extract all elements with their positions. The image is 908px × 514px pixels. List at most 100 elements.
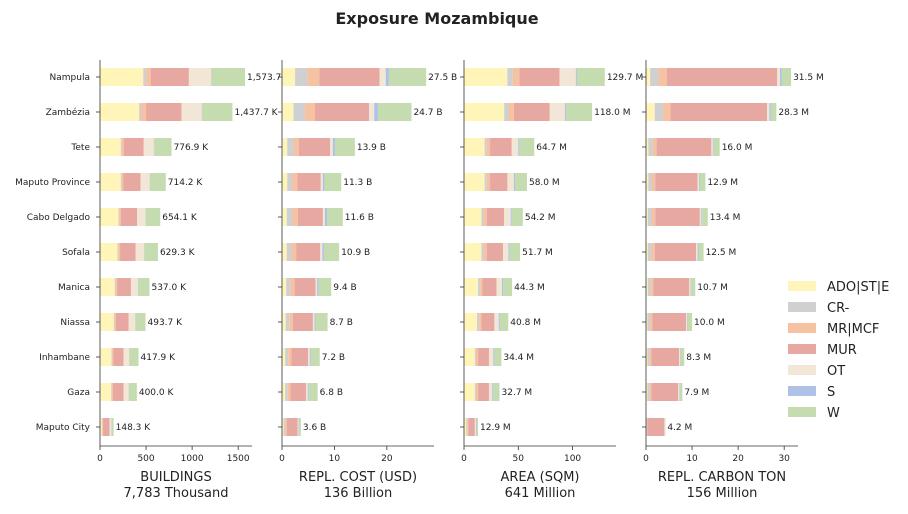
legend-swatch bbox=[788, 386, 816, 396]
bar-ado-st-e-nampula bbox=[464, 68, 507, 86]
bar-cr-maputo-province bbox=[121, 173, 122, 191]
value-label-cabo-delgado: 54.2 M bbox=[525, 213, 556, 223]
value-label-sofala: 12.5 M bbox=[706, 248, 737, 258]
value-label-zamb-zia: 28.3 M bbox=[778, 108, 809, 118]
bar-cr-maputo-province bbox=[485, 173, 487, 191]
bar-mur-gaza bbox=[290, 383, 306, 401]
bar-cr-gaza bbox=[647, 383, 649, 401]
bar-cr-niassa bbox=[114, 313, 115, 331]
legend-swatch bbox=[788, 344, 816, 354]
bar-mur-nampula bbox=[151, 68, 189, 86]
bar-cr-maputo-city bbox=[284, 418, 286, 436]
bar-ot-maputo-province bbox=[141, 173, 150, 191]
bar-mur-maputo-province bbox=[655, 173, 697, 191]
bar-ot-niassa bbox=[686, 313, 687, 331]
bar-ot-manica bbox=[497, 278, 502, 296]
bar-mr-mcf-manica bbox=[115, 278, 117, 296]
legend-item-cr: CR- bbox=[788, 301, 850, 316]
bar-w-tete bbox=[519, 138, 534, 156]
bar-ado-st-e-inhambane bbox=[464, 348, 475, 366]
bar-s-maputo-province bbox=[323, 173, 325, 191]
bar-w-sofala bbox=[324, 243, 339, 261]
bar-ado-st-e-niassa bbox=[282, 313, 286, 331]
bar-w-inhambane bbox=[311, 348, 320, 366]
bar-ot-sofala bbox=[320, 243, 322, 261]
bar-ot-niassa bbox=[313, 313, 315, 331]
bar-w-maputo-province bbox=[324, 173, 341, 191]
bar-cr-gaza bbox=[285, 383, 288, 401]
bar-cr-tete bbox=[287, 138, 293, 156]
bar-ot-sofala bbox=[696, 243, 697, 261]
bar-cr-maputo-province bbox=[648, 173, 652, 191]
x-axis-label: REPL. CARBON TON bbox=[658, 470, 786, 485]
bar-cr-maputo-city bbox=[466, 418, 467, 436]
bar-w-zamb-zia bbox=[378, 103, 412, 121]
value-label-nampula: 129.7 M bbox=[607, 73, 643, 83]
bar-mr-mcf-zamb-zia bbox=[509, 103, 514, 121]
value-label-gaza: 400.0 K bbox=[139, 388, 175, 398]
x-tick-label: 0 bbox=[279, 454, 285, 464]
bar-w-manica bbox=[138, 278, 149, 296]
category-label-tete: Tete bbox=[70, 143, 90, 153]
bar-mur-maputo-province bbox=[490, 173, 507, 191]
bar-mur-tete bbox=[124, 138, 144, 156]
bar-w-inhambane bbox=[494, 348, 501, 366]
bar-s-cabo-delgado bbox=[701, 208, 702, 226]
bar-ado-st-e-cabo-delgado bbox=[464, 208, 481, 226]
bar-mr-mcf-cabo-delgado bbox=[484, 208, 487, 226]
bar-ado-st-e-sofala bbox=[464, 243, 481, 261]
bar-w-nampula bbox=[389, 68, 426, 86]
bar-mr-mcf-zamb-zia bbox=[141, 103, 146, 121]
bar-s-manica bbox=[317, 278, 319, 296]
bar-ot-zamb-zia bbox=[369, 103, 374, 121]
bar-ot-gaza bbox=[306, 383, 308, 401]
value-label-maputo-province: 11.3 B bbox=[343, 178, 372, 188]
bar-mr-mcf-sofala bbox=[291, 243, 296, 261]
legend-item-ot: OT bbox=[788, 364, 845, 379]
bar-s-inhambane bbox=[310, 348, 311, 366]
bar-mur-tete bbox=[490, 138, 512, 156]
value-label-gaza: 32.7 M bbox=[502, 388, 533, 398]
value-label-gaza: 6.8 B bbox=[320, 388, 343, 398]
bar-mur-niassa bbox=[652, 313, 686, 331]
bar-w-niassa bbox=[316, 313, 328, 331]
value-label-cabo-delgado: 13.4 M bbox=[710, 213, 741, 223]
bar-ot-gaza bbox=[678, 383, 679, 401]
value-label-nampula: 31.5 M bbox=[793, 73, 824, 83]
bar-mur-tete bbox=[299, 138, 330, 156]
bar-mr-mcf-manica bbox=[480, 278, 482, 296]
bar-mur-sofala bbox=[296, 243, 320, 261]
bar-ot-niassa bbox=[129, 313, 135, 331]
value-label-niassa: 40.8 M bbox=[510, 318, 541, 328]
bar-cr-gaza bbox=[475, 383, 476, 401]
bar-w-inhambane bbox=[681, 348, 685, 366]
bar-mur-sofala bbox=[120, 243, 136, 261]
bar-cr-manica bbox=[115, 278, 116, 296]
bar-s-sofala bbox=[322, 243, 324, 261]
x-axis-label: REPL. COST (USD) bbox=[299, 470, 417, 485]
bar-ado-st-e-inhambane bbox=[100, 348, 112, 366]
bar-cr-manica bbox=[286, 278, 290, 296]
x-tick-label: 0 bbox=[643, 454, 649, 464]
bar-s-cabo-delgado bbox=[325, 208, 327, 226]
value-label-niassa: 10.0 M bbox=[694, 318, 725, 328]
bar-mr-mcf-niassa bbox=[650, 313, 652, 331]
bar-mur-zamb-zia bbox=[514, 103, 550, 121]
bar-cr-sofala bbox=[481, 243, 483, 261]
bar-mur-maputo-province bbox=[297, 173, 321, 191]
bar-mur-tete bbox=[657, 138, 712, 156]
bar-s-gaza bbox=[308, 383, 309, 401]
value-label-maputo-city: 148.3 K bbox=[116, 423, 152, 433]
bar-mur-maputo-province bbox=[123, 173, 140, 191]
bar-mr-mcf-zamb-zia bbox=[305, 103, 315, 121]
bar-mr-mcf-inhambane bbox=[112, 348, 113, 366]
bar-cr-sofala bbox=[648, 243, 652, 261]
bar-cr-tete bbox=[121, 138, 122, 156]
value-label-cabo-delgado: 11.6 B bbox=[345, 213, 374, 223]
bar-s-manica bbox=[502, 278, 503, 296]
bar-ado-st-e-gaza bbox=[464, 383, 475, 401]
bar-mr-mcf-sofala bbox=[652, 243, 655, 261]
bar-cr-tete bbox=[648, 138, 653, 156]
bar-ot-sofala bbox=[136, 243, 144, 261]
